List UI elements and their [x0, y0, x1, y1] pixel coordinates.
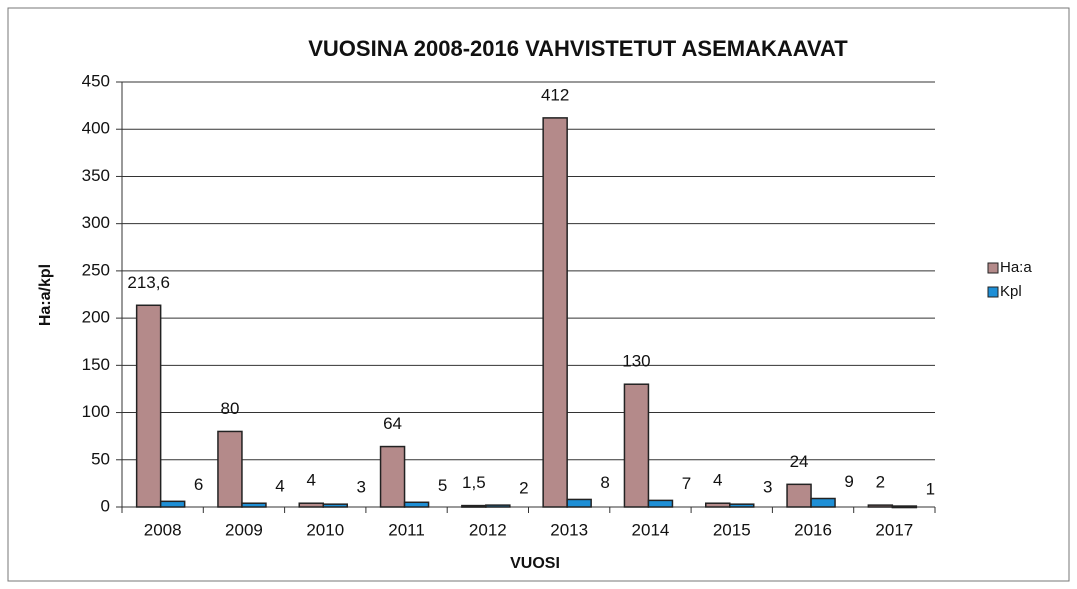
data-label: 8	[600, 473, 609, 492]
data-label: 9	[844, 472, 853, 491]
x-axis-title: VUOSI	[510, 555, 560, 572]
x-tick-label: 2014	[632, 520, 670, 539]
data-label: 4	[275, 477, 284, 496]
bar	[298, 502, 324, 508]
x-tick-label: 2017	[875, 520, 913, 539]
data-label: 412	[541, 85, 569, 104]
bar	[485, 504, 511, 508]
bar	[867, 504, 894, 508]
bar	[403, 501, 430, 508]
bar	[542, 117, 568, 508]
bar	[705, 502, 731, 508]
data-label: 2	[876, 473, 885, 492]
x-tick-label: 2008	[144, 520, 182, 539]
data-label: 4	[307, 471, 316, 490]
y-tick-label: 350	[82, 166, 110, 185]
legend-label: Ha:a	[1000, 259, 1032, 276]
x-tick-label: 2012	[469, 520, 507, 539]
data-label: 213,6	[127, 273, 170, 292]
y-tick-label: 50	[91, 449, 110, 468]
data-label: 5	[438, 476, 447, 495]
data-label: 80	[220, 399, 239, 418]
data-label: 2	[519, 479, 528, 498]
data-label: 1	[926, 480, 935, 499]
bar	[379, 445, 406, 508]
chart-title: VUOSINA 2008-2016 VAHVISTETUT ASEMAKAAVA…	[308, 36, 848, 61]
x-tick-label: 2009	[225, 520, 263, 539]
bar	[461, 504, 487, 508]
y-tick-label: 400	[82, 119, 110, 138]
bar	[241, 502, 267, 508]
bar	[159, 500, 186, 508]
legend-label: Kpl	[1000, 283, 1022, 300]
x-tick-label: 2016	[794, 520, 832, 539]
x-tick-label: 2011	[388, 520, 425, 539]
y-tick-label: 200	[82, 308, 110, 327]
data-label: 3	[763, 478, 772, 497]
chart-border	[7, 7, 1070, 582]
bar	[729, 503, 755, 508]
bar	[217, 430, 243, 508]
data-label: 130	[622, 352, 650, 371]
y-tick-label: 250	[82, 260, 110, 279]
y-tick-label: 150	[82, 355, 110, 374]
bar	[135, 304, 162, 508]
y-axis-title: Ha:a/kpl	[37, 264, 54, 326]
data-label: 24	[790, 452, 809, 471]
bar	[623, 383, 650, 508]
y-tick-label: 100	[82, 402, 110, 421]
data-label: 1,5	[462, 473, 486, 492]
data-label: 64	[383, 414, 402, 433]
data-label: 7	[682, 474, 691, 493]
y-tick-label: 450	[82, 71, 110, 90]
legend-swatch	[987, 262, 999, 274]
bar	[786, 483, 812, 508]
data-label: 3	[357, 478, 366, 497]
legend-swatch	[987, 286, 999, 298]
bar	[891, 505, 918, 509]
bar	[647, 499, 674, 508]
data-label: 4	[713, 471, 722, 490]
x-tick-label: 2015	[713, 520, 751, 539]
bar	[566, 498, 592, 508]
bar	[322, 503, 348, 508]
x-tick-label: 2013	[550, 520, 588, 539]
y-tick-label: 0	[101, 496, 110, 515]
y-tick-label: 300	[82, 213, 110, 232]
data-label: 6	[194, 475, 203, 494]
x-tick-label: 2010	[306, 520, 344, 539]
bar	[810, 497, 836, 508]
